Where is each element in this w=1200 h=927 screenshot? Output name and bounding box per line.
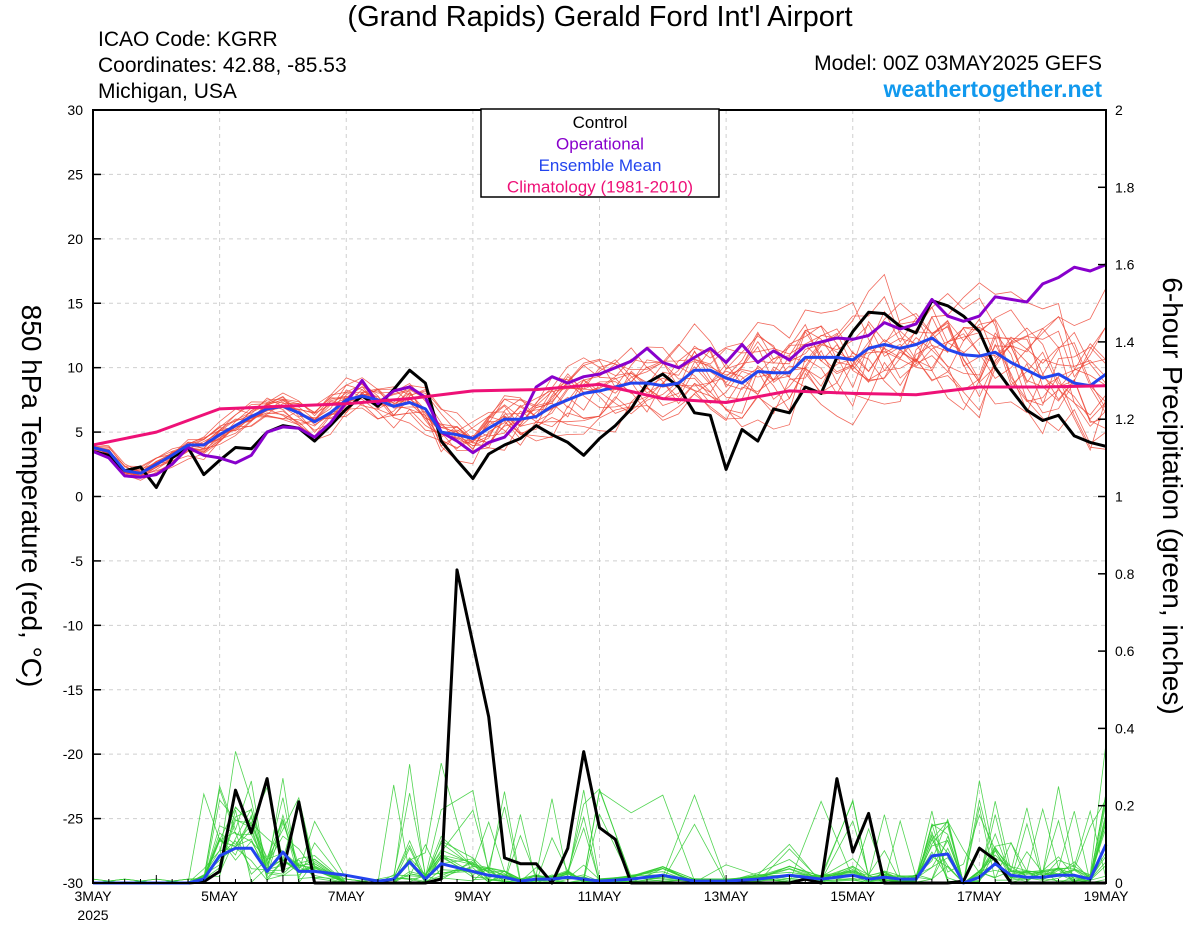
precip-member-line (93, 780, 1107, 884)
icao-code: ICAO Code: KGRR (98, 28, 278, 51)
y-tick-label: 5 (75, 424, 83, 440)
y-tick-label: -15 (63, 682, 83, 698)
legend-box (480, 108, 720, 198)
x-year-label: 2025 (77, 907, 108, 923)
climatology-1981-2010-temp-line (92, 382, 1107, 447)
x-tick-label: 9MAY (454, 888, 492, 904)
y2-tick-label: 0 (1115, 875, 1123, 891)
x-tick-label: 5MAY (201, 888, 239, 904)
y-tick-label: 15 (67, 295, 83, 311)
precip-member-line (92, 797, 1107, 884)
y-tick-label: -10 (63, 617, 83, 633)
y-tick-label: -30 (63, 875, 83, 891)
temp-member-line (92, 282, 1107, 467)
temp-member-line (92, 323, 1107, 478)
y-tick-label: 0 (75, 489, 83, 505)
y-tick-label: -20 (63, 746, 83, 762)
precip-member-line (92, 791, 1107, 884)
y2-tick-label: 1.8 (1115, 179, 1135, 195)
x-tick-label: 3MAY (74, 888, 112, 904)
precip-member-line (93, 786, 1107, 884)
site-link[interactable]: weathertogether.net (883, 76, 1102, 102)
y-tick-label: -25 (63, 811, 83, 827)
temp-member-line (92, 316, 1107, 475)
y2-tick-label: 0.2 (1115, 798, 1135, 814)
legend-entry: Climatology (1981-2010) (507, 178, 693, 197)
y-tick-label: 25 (67, 166, 83, 182)
x-tick-label: 7MAY (328, 888, 366, 904)
y-tick-label: -5 (71, 553, 84, 569)
ensemble-mean-temp-line (92, 336, 1107, 475)
y2-tick-label: 2 (1115, 102, 1123, 118)
temp-member-line (92, 333, 1107, 474)
y2-tick-label: 1.2 (1115, 411, 1135, 427)
y-tick-label: 20 (67, 231, 83, 247)
operational-temp-line (92, 263, 1107, 479)
y2-tick-label: 1.4 (1115, 334, 1135, 350)
y2-tick-label: 1.6 (1115, 257, 1135, 273)
x-tick-label: 11MAY (578, 888, 622, 904)
temp-member-line (92, 320, 1107, 473)
chart-title: (Grand Rapids) Gerald Ford Int'l Airport (347, 1, 853, 33)
legend-entry: Control (573, 113, 628, 132)
x-tick-label: 13MAY (704, 888, 750, 904)
y2-tick-label: 0.8 (1115, 566, 1135, 582)
location: Michigan, USA (98, 80, 237, 103)
y2-tick-label: 0.6 (1115, 643, 1135, 659)
x-tick-label: 15MAY (830, 888, 876, 904)
y-tick-label: 30 (67, 102, 83, 118)
y2-tick-label: 1 (1115, 489, 1123, 505)
coordinates: Coordinates: 42.88, -85.53 (98, 54, 347, 77)
x-tick-label: 17MAY (957, 888, 1003, 904)
legend-entry: Operational (556, 135, 644, 154)
model-run: Model: 00Z 03MAY2025 GEFS (814, 52, 1102, 75)
x-tick-label: 19MAY (1084, 888, 1130, 904)
legend-entry: Ensemble Mean (539, 156, 662, 175)
y-tick-label: 10 (67, 360, 83, 376)
y2-tick-label: 0.4 (1115, 720, 1135, 736)
